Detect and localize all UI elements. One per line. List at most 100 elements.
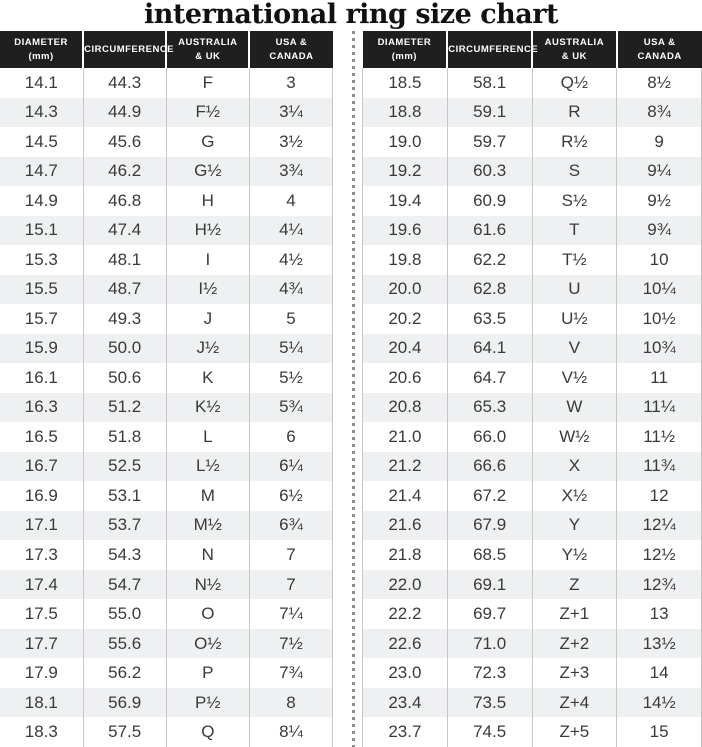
table-cell: 45.6: [82, 127, 167, 157]
table-cell: 16.7: [0, 451, 84, 482]
table-cell: 60.3: [446, 156, 532, 187]
table-row: 20.2 63.5 U½ 10½: [362, 304, 702, 334]
table-cell: O½: [165, 628, 250, 659]
header-row: DIAMETER (mm) CIRCUMFERENCE AUSTRALIA & …: [362, 31, 702, 68]
table-row: 22.2 69.7 Z+1 13: [362, 599, 702, 629]
table-cell: 49.3: [82, 304, 167, 334]
table-cell: 73.5: [446, 687, 532, 718]
table-cell: 17.3: [24, 545, 58, 564]
table-cell: 18.1: [0, 687, 84, 718]
table-cell: 58.1: [446, 68, 532, 98]
table-cell: Z+1: [531, 599, 617, 629]
table-cell: 7: [248, 569, 334, 600]
table-cell: 64.1: [446, 333, 532, 364]
table-cell: 12¼: [616, 510, 702, 541]
table-cell: 14½: [616, 687, 702, 718]
table-cell: 21.6: [362, 510, 448, 541]
table-row: 20.6 64.7 V½ 11: [362, 363, 702, 393]
table-cell: 18.3: [24, 722, 58, 742]
table-header-left: DIAMETER (mm) CIRCUMFERENCE AUSTRALIA & …: [0, 31, 333, 68]
table-cell: 3¼: [248, 97, 334, 128]
table-cell: X½: [531, 481, 617, 511]
table-cell: G: [165, 127, 250, 157]
table-row: 19.8 62.2 T½ 10: [362, 245, 702, 275]
table-cell: 19.4: [362, 186, 448, 216]
table-row: 15.5 48.7 I½ 4¾: [0, 274, 334, 305]
table-row: 18.5 58.1 Q½ 8½: [362, 68, 702, 98]
table-cell: 8: [248, 687, 334, 718]
table-row: 14.5 45.6 G 3½: [0, 127, 334, 157]
table-cell: 23.7: [362, 717, 448, 747]
table-row: 20.8 65.3 W 11¼: [362, 392, 702, 423]
table-cell: 19.8: [362, 245, 448, 275]
table-cell: 17.1: [0, 510, 84, 541]
table-header-right: DIAMETER (mm) CIRCUMFERENCE AUSTRALIA & …: [362, 31, 702, 68]
table-row: 17.9 56.2 P 7¾: [0, 658, 334, 688]
table-cell: M½: [165, 510, 250, 541]
table-cell: 16.3: [0, 392, 84, 423]
table-cell: H½: [165, 215, 250, 246]
table-cell: 5½: [248, 363, 334, 393]
table-cell: 17.5: [24, 604, 58, 624]
table-cell: R½: [531, 127, 617, 157]
table-cell: 6¾: [248, 510, 334, 541]
table-cell: 6¼: [248, 451, 334, 482]
table-cell: 5¾: [248, 392, 334, 423]
table-cell: 57.5: [82, 717, 167, 747]
table-cell: Q: [165, 717, 250, 747]
table-cell: 6½: [248, 481, 334, 511]
table-cell: 4: [248, 186, 334, 216]
table-cell: 47.4: [82, 215, 167, 246]
ring-size-table-left: DIAMETER (mm) CIRCUMFERENCE AUSTRALIA & …: [0, 31, 334, 747]
table-cell: 67.2: [446, 481, 532, 511]
table-row: 19.4 60.9 S½ 9½: [362, 186, 702, 216]
table-cell: Z+2: [531, 628, 617, 659]
table-cell: 13½: [616, 628, 702, 659]
table-cell: J½: [165, 333, 250, 364]
table-row: 21.4 67.2 X½ 12: [362, 481, 702, 511]
table-cell: 69.1: [446, 569, 532, 600]
tables-layout: DIAMETER (mm) CIRCUMFERENCE AUSTRALIA & …: [0, 31, 702, 747]
table-cell: 59.1: [446, 97, 532, 128]
table-cell: 9½: [616, 186, 702, 216]
table-cell: F½: [165, 97, 250, 128]
table-cell: I½: [165, 274, 250, 305]
table-cell: 16.5: [24, 426, 58, 446]
table-cell: 7¼: [248, 599, 334, 629]
table-cell: 48.1: [82, 245, 167, 275]
table-cell: 14.1: [24, 72, 58, 92]
table-row: 23.4 73.5 Z+4 14½: [362, 687, 702, 718]
table-row: 17.7 55.6 O½ 7½: [0, 628, 334, 659]
table-cell: 54.7: [82, 569, 167, 600]
table-cell: 61.6: [446, 215, 532, 246]
table-cell: 8¼: [248, 717, 334, 747]
table-row: 21.6 67.9 Y 12¼: [362, 510, 702, 541]
table-row: 23.7 74.5 Z+5 15: [362, 717, 702, 747]
table-cell: K: [165, 363, 250, 393]
table-cell: 11¼: [616, 392, 702, 423]
dotted-divider: [352, 31, 355, 747]
table-row: 16.1 50.6 K 5½: [0, 363, 334, 393]
table-row: 20.0 62.8 U 10¼: [362, 274, 702, 305]
table-cell: Z: [531, 569, 617, 600]
table-cell: 4¼: [248, 215, 334, 246]
table-row: 16.5 51.8 L 6: [0, 422, 334, 452]
table-cell: N½: [165, 569, 250, 600]
table-cell: P: [165, 658, 250, 688]
table-cell: 12½: [616, 540, 702, 570]
table-cell: K½: [165, 392, 250, 423]
table-cell: 7½: [248, 628, 334, 659]
table-cell: 55.0: [82, 599, 167, 629]
table-cell: 10: [616, 245, 702, 275]
table-row: 15.9 50.0 J½ 5¼: [0, 333, 334, 364]
table-cell: 8½: [616, 68, 702, 98]
table-cell: 17.4: [0, 569, 84, 600]
table-row: 16.3 51.2 K½ 5¾: [0, 392, 334, 423]
column-header-australia-uk: AUSTRALIA & UK: [165, 31, 250, 68]
table-cell: 65.3: [446, 392, 532, 423]
table-cell: 53.7: [82, 510, 167, 541]
table-cell: 4¾: [248, 274, 334, 305]
table-cell: 13: [616, 599, 702, 629]
table-row: 18.1 56.9 P½ 8: [0, 687, 334, 718]
table-cell: 63.5: [446, 304, 532, 334]
